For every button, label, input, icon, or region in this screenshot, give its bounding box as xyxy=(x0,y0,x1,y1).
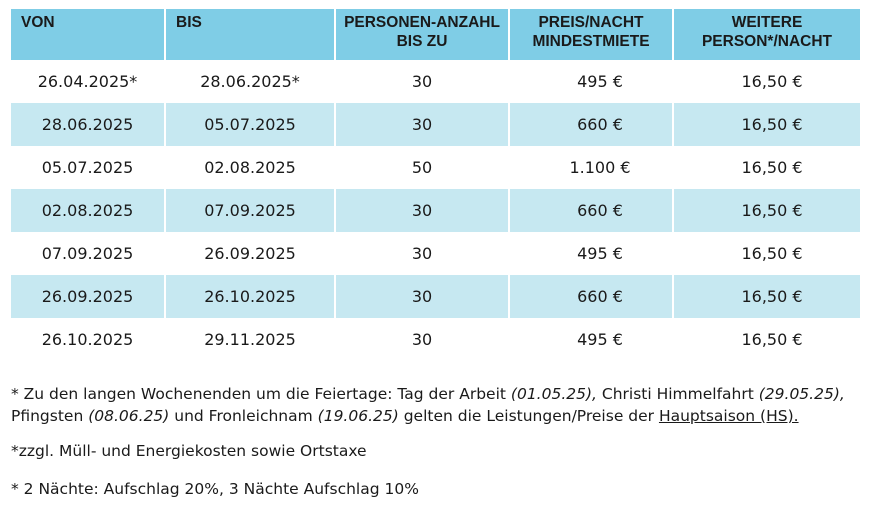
cell-preis: 495 € xyxy=(509,318,674,361)
note-date: (19.06.25) xyxy=(317,407,399,425)
cell-von: 26.10.2025 xyxy=(11,318,166,361)
table-row: 26.04.2025* 28.06.2025* 30 495 € 16,50 € xyxy=(11,60,860,103)
cell-weitere: 16,50 € xyxy=(741,244,803,263)
header-bis: BIS xyxy=(165,9,336,60)
cell-preis: 660 € xyxy=(509,189,674,232)
cell-von: 05.07.2025 xyxy=(11,146,166,189)
price-table-body: 26.04.2025* 28.06.2025* 30 495 € 16,50 €… xyxy=(11,60,860,361)
cell-personen: 50 xyxy=(335,146,510,189)
cell-bis: 05.07.2025 xyxy=(165,103,336,146)
header-preis: PREIS/NACHT MINDESTMIETE xyxy=(509,9,674,60)
cell-von: 26.04.2025* xyxy=(11,60,166,103)
cell-bis: 02.08.2025 xyxy=(165,146,336,189)
cell-weitere: 16,50 € xyxy=(741,330,803,349)
footnote-surcharge: * 2 Nächte: Aufschlag 20%, 3 Nächte Aufs… xyxy=(11,480,419,498)
cell-preis: 495 € xyxy=(509,232,674,275)
table-row: 05.07.2025 02.08.2025 50 1.100 € 16,50 € xyxy=(11,146,860,189)
note-date: (01.05.25), xyxy=(510,385,597,403)
cell-bis: 28.06.2025* xyxy=(165,60,336,103)
cell-preis: 495 € xyxy=(509,60,674,103)
cell-personen: 30 xyxy=(335,318,510,361)
table-row: 07.09.2025 26.09.2025 30 495 € 16,50 € xyxy=(11,232,860,275)
footnotes: * Zu den langen Wochenenden um die Feier… xyxy=(11,383,881,500)
table-row: 02.08.2025 07.09.2025 30 660 € 16,50 € xyxy=(11,189,860,232)
price-table-header: VON BIS PERSONEN-ANZAHL BIS ZU PREIS/NAC… xyxy=(11,9,860,60)
cell-personen: 30 xyxy=(335,232,510,275)
cell-preis: 660 € xyxy=(509,103,674,146)
cell-personen: 30 xyxy=(335,275,510,318)
cell-weitere: 16,50 € xyxy=(673,189,860,232)
cell-von: 28.06.2025 xyxy=(11,103,166,146)
note-text: * Zu den langen Wochenenden um die Feier… xyxy=(11,385,511,403)
note-date: (29.05.25), xyxy=(758,385,845,403)
cell-personen: 30 xyxy=(335,60,510,103)
cell-personen: 30 xyxy=(335,103,510,146)
note-date: (08.06.25) xyxy=(88,407,170,425)
price-table: VON BIS PERSONEN-ANZAHL BIS ZU PREIS/NAC… xyxy=(11,9,860,361)
note-text: und Fronleichnam xyxy=(169,407,318,425)
cell-preis: 660 € xyxy=(509,275,674,318)
header-von: VON xyxy=(11,9,166,60)
header-weitere: WEITERE PERSON*/NACHT xyxy=(673,9,860,60)
cell-bis: 07.09.2025 xyxy=(165,189,336,232)
header-personen: PERSONEN-ANZAHL BIS ZU xyxy=(335,9,510,60)
cell-bis: 26.09.2025 xyxy=(165,232,336,275)
footnote-extra-costs: *zzgl. Müll- und Energiekosten sowie Ort… xyxy=(11,442,367,460)
note-text: Pfingsten xyxy=(11,407,89,425)
footnote-holidays: * Zu den langen Wochenenden um die Feier… xyxy=(11,383,881,427)
cell-bis: 26.10.2025 xyxy=(165,275,336,318)
cell-preis: 1.100 € xyxy=(509,146,674,189)
cell-von: 02.08.2025 xyxy=(11,189,166,232)
cell-bis: 29.11.2025 xyxy=(165,318,336,361)
note-text: gelten die Leistungen/Preise der xyxy=(398,407,659,425)
cell-personen: 30 xyxy=(335,189,510,232)
cell-von: 07.09.2025 xyxy=(11,232,166,275)
table-row: 28.06.2025 05.07.2025 30 660 € 16,50 € xyxy=(11,103,860,146)
cell-weitere: 16,50 € xyxy=(741,72,803,91)
table-row: 26.09.2025 26.10.2025 30 660 € 16,50 € xyxy=(11,275,860,318)
table-row: 26.10.2025 29.11.2025 30 495 € 16,50 € xyxy=(11,318,860,361)
hauptsaison-link[interactable]: Hauptsaison (HS). xyxy=(658,407,799,425)
cell-weitere: 16,50 € xyxy=(673,103,860,146)
cell-von: 26.09.2025 xyxy=(11,275,166,318)
cell-weitere: 16,50 € xyxy=(741,158,803,177)
note-text: Christi Himmelfahrt xyxy=(596,385,759,403)
cell-weitere: 16,50 € xyxy=(673,275,860,318)
